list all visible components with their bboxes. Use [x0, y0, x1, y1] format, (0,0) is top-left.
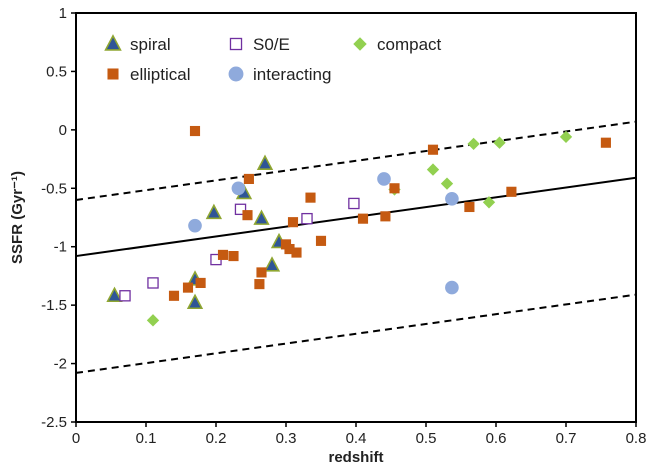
data-points — [106, 125, 611, 327]
data-point — [263, 256, 281, 272]
data-point — [559, 130, 573, 144]
data-point — [254, 279, 265, 290]
x-tick-label: 0.5 — [416, 430, 437, 447]
data-point — [389, 183, 400, 194]
data-point — [217, 249, 229, 260]
x-tick-label: 0.8 — [626, 430, 647, 447]
data-point — [440, 177, 454, 190]
y-tick-label: 0 — [59, 122, 67, 139]
data-point — [287, 217, 299, 228]
data-point — [242, 210, 253, 221]
data-point — [600, 137, 611, 148]
legend: spiral S0/E compact elliptical interacting — [104, 34, 442, 84]
data-point — [205, 203, 223, 220]
y-tick-label: -1 — [54, 239, 67, 256]
y-tick-label: -2.5 — [41, 414, 67, 431]
y-tick-label: -0.5 — [41, 180, 67, 197]
data-point — [506, 186, 517, 197]
x-axis-title: redshift — [328, 449, 383, 466]
axis-ticks: 0 0.1 0.2 0.3 0.4 0.5 0.6 0.7 0.8 1 0.5 0 -0.5 -1 -1.5… — [41, 5, 646, 447]
data-point — [445, 191, 459, 206]
series-spiral — [106, 154, 288, 310]
x-tick-label: 0 — [72, 430, 80, 447]
data-point — [147, 277, 159, 289]
y-tick-label: -1.5 — [41, 297, 67, 314]
x-tick-label: 0.1 — [136, 430, 157, 447]
data-point — [348, 197, 360, 210]
data-point — [256, 154, 274, 170]
legend-label: elliptical — [130, 65, 190, 84]
data-point — [168, 290, 180, 301]
fit-line — [75, 176, 637, 258]
data-point — [188, 218, 202, 233]
data-point — [284, 243, 295, 255]
data-point — [301, 212, 313, 225]
data-point — [195, 277, 206, 288]
data-point — [253, 209, 270, 225]
data-point — [106, 286, 123, 303]
legend-marker — [228, 66, 244, 82]
data-point — [119, 290, 131, 302]
legend-item: S0/E — [229, 35, 290, 54]
data-point — [315, 235, 327, 246]
dashed-bound-line — [75, 293, 637, 374]
data-point — [357, 213, 369, 224]
data-point — [186, 293, 204, 310]
x-tick-label: 0.7 — [556, 430, 577, 447]
data-point — [464, 201, 475, 213]
data-point — [189, 125, 201, 137]
y-tick-label: 0.5 — [46, 63, 67, 80]
legend-item: interacting — [228, 65, 331, 84]
series-elliptical — [168, 125, 611, 301]
data-point — [291, 247, 302, 258]
y-axis-title: SSFR (Gyr⁻¹) — [9, 171, 26, 264]
data-point — [426, 163, 440, 176]
legend-label: compact — [377, 35, 442, 54]
x-tick-label: 0.6 — [486, 430, 507, 447]
data-point — [482, 196, 496, 209]
data-point — [228, 251, 239, 262]
legend-marker — [104, 34, 122, 51]
data-point — [256, 267, 267, 278]
x-tick-label: 0.4 — [346, 430, 367, 447]
y-tick-label: 1 — [59, 5, 67, 22]
data-point — [231, 181, 246, 196]
legend-label: spiral — [130, 35, 171, 54]
x-tick-label: 0.2 — [206, 430, 227, 447]
x-tick-label: 0.3 — [276, 430, 297, 447]
series-compact — [146, 130, 573, 327]
series-interacting — [188, 172, 459, 295]
fit-lines — [75, 120, 637, 374]
data-point — [305, 192, 316, 203]
data-point — [182, 282, 194, 293]
series-s0-e — [119, 197, 360, 302]
legend-item: spiral — [104, 34, 171, 54]
data-point — [467, 137, 480, 151]
data-point — [427, 144, 439, 155]
data-point — [380, 211, 391, 222]
data-point — [146, 314, 160, 327]
data-point — [377, 172, 391, 186]
y-tick-label: -2 — [54, 356, 67, 373]
dashed-bound-line — [75, 120, 637, 201]
data-point — [493, 136, 506, 149]
data-point — [243, 173, 254, 184]
data-point — [234, 203, 247, 216]
legend-item: elliptical — [107, 65, 190, 84]
legend-marker — [107, 68, 119, 80]
legend-item: compact — [353, 35, 442, 54]
legend-marker — [353, 37, 367, 51]
data-point — [445, 280, 459, 295]
legend-label: S0/E — [253, 35, 290, 54]
legend-marker — [229, 37, 243, 51]
legend-label: interacting — [253, 65, 331, 84]
